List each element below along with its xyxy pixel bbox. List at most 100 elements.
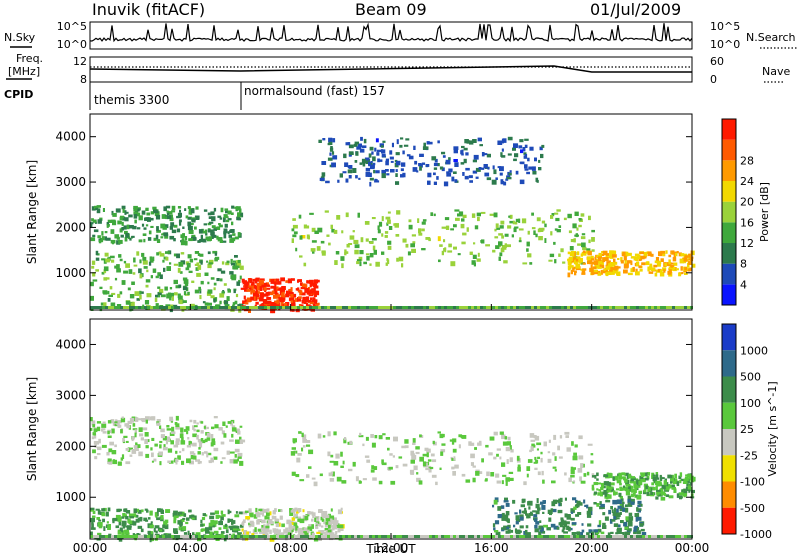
- heatmap-cell: [186, 431, 189, 435]
- heatmap-cell: [408, 219, 412, 223]
- heatmap-cell: [317, 433, 322, 439]
- heatmap-cell: [403, 144, 409, 147]
- heatmap-cell: [609, 518, 613, 524]
- x-tick-label: 00:00: [73, 541, 108, 554]
- heatmap-cell: [614, 267, 618, 271]
- heatmap-cell: [285, 535, 288, 538]
- heatmap-cell: [396, 306, 399, 309]
- heatmap-cell: [509, 214, 513, 219]
- heatmap-cell: [596, 254, 601, 258]
- colorbar-tick-label: 20: [740, 196, 754, 209]
- nsky-panel: N.Sky 10^5 10^0 10^5 10^0 N.Search: [4, 20, 798, 51]
- heatmap-cell: [426, 452, 429, 458]
- nsky-trace: [89, 22, 693, 43]
- heatmap-cell: [93, 433, 97, 439]
- heatmap-cell: [207, 281, 210, 285]
- heatmap-cell: [115, 525, 119, 529]
- heatmap-cell: [150, 211, 155, 215]
- heatmap-cell: [174, 306, 177, 309]
- heatmap-cell: [157, 508, 161, 512]
- heatmap-cell: [264, 535, 267, 538]
- heatmap-cell: [288, 530, 293, 534]
- heatmap-cell: [275, 523, 280, 528]
- heatmap-cell: [195, 459, 198, 462]
- heatmap-cell: [121, 205, 126, 210]
- heatmap-cell: [507, 136, 513, 141]
- heatmap-cell: [255, 507, 258, 512]
- heatmap-cell: [222, 535, 225, 538]
- heatmap-cell: [676, 481, 680, 486]
- heatmap-cell: [200, 529, 204, 532]
- heatmap-cell: [273, 302, 278, 307]
- heatmap-cell: [381, 251, 385, 255]
- heatmap-cell: [364, 157, 370, 161]
- heatmap-cell: [534, 518, 538, 522]
- heatmap-cell: [416, 472, 419, 475]
- heatmap-cell: [543, 441, 547, 447]
- heatmap-cell: [330, 454, 334, 458]
- heatmap-cell: [684, 535, 687, 538]
- heatmap-cell: [291, 535, 294, 538]
- heatmap-cell: [308, 279, 314, 284]
- heatmap-cell: [143, 266, 148, 269]
- heatmap-cell: [277, 294, 281, 299]
- heatmap-cell: [132, 533, 136, 537]
- heatmap-cell: [151, 460, 154, 463]
- heatmap-cell: [416, 477, 421, 482]
- heatmap-cell: [603, 485, 606, 489]
- heatmap-cell: [641, 262, 646, 266]
- heatmap-cell: [176, 228, 181, 233]
- heatmap-cell: [137, 525, 143, 529]
- heatmap-cell: [150, 306, 153, 309]
- heatmap-cell: [313, 481, 318, 487]
- heatmap-cell: [300, 306, 303, 309]
- heatmap-cell: [203, 223, 207, 226]
- heatmap-cell: [189, 441, 192, 444]
- heatmap-cell: [543, 535, 546, 538]
- heatmap-cell: [461, 149, 464, 154]
- colorbar-swatch: [722, 507, 736, 534]
- heatmap-cell: [135, 417, 139, 422]
- heatmap-cell: [156, 306, 159, 309]
- heatmap-cell: [538, 159, 541, 163]
- heatmap-cell: [619, 486, 623, 491]
- heatmap-cell: [474, 225, 479, 230]
- heatmap-cell: [581, 523, 584, 526]
- heatmap-cell: [387, 245, 392, 250]
- heatmap-cell: [223, 300, 229, 305]
- heatmap-cell: [411, 454, 417, 460]
- heatmap-cell: [299, 518, 305, 524]
- heatmap-cell: [293, 525, 298, 529]
- heatmap-cell: [602, 491, 606, 495]
- heatmap-cell: [159, 527, 163, 531]
- heatmap-cell: [624, 472, 629, 476]
- heatmap-cell: [399, 306, 402, 309]
- heatmap-cell: [195, 532, 201, 537]
- heatmap-cell: [177, 455, 181, 460]
- heatmap-cell: [175, 458, 179, 462]
- heatmap-cell: [254, 527, 257, 532]
- heatmap-cell: [117, 535, 120, 538]
- heatmap-cell: [405, 138, 410, 141]
- heatmap-cell: [412, 167, 418, 172]
- heatmap-cell: [95, 257, 100, 261]
- heatmap-cell: [412, 442, 416, 445]
- heatmap-cell: [213, 228, 217, 231]
- heatmap-cell: [441, 535, 444, 538]
- heatmap-cell: [311, 299, 314, 304]
- heatmap-cell: [133, 513, 137, 518]
- heatmap-cell: [531, 443, 535, 448]
- heatmap-cell: [144, 306, 147, 309]
- heatmap-cell: [333, 535, 336, 538]
- heatmap-cell: [531, 212, 534, 216]
- heatmap-cell: [501, 138, 504, 144]
- heatmap-cell: [643, 489, 647, 493]
- heatmap-cell: [321, 306, 324, 309]
- heatmap-cell: [492, 306, 495, 309]
- heatmap-cell: [261, 535, 264, 538]
- heatmap-cell: [332, 151, 335, 155]
- heatmap-cell: [644, 486, 647, 492]
- heatmap-cell: [493, 456, 497, 460]
- heatmap-cell: [481, 167, 485, 170]
